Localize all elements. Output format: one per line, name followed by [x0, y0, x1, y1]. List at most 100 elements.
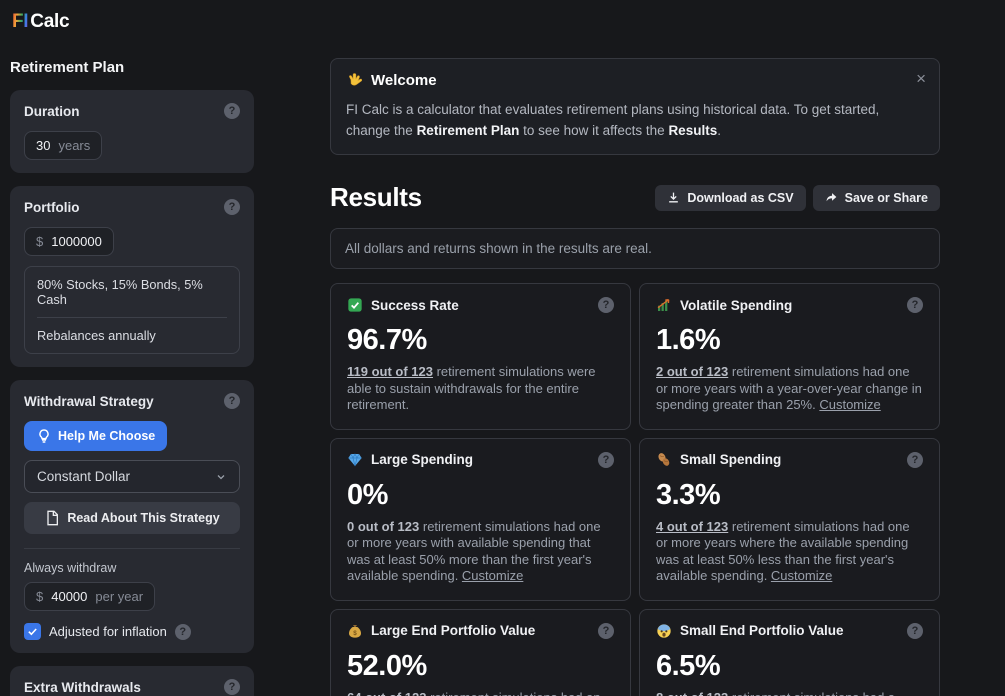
currency-prefix: $: [36, 589, 44, 604]
customize-link[interactable]: Customize: [461, 568, 524, 583]
help-me-choose-button[interactable]: Help Me Choose: [24, 421, 168, 451]
read-about-strategy-button[interactable]: Read About This Strategy: [24, 502, 240, 534]
card-percent: 1.6%: [656, 324, 721, 356]
portfolio-amount-input[interactable]: $ 1000000: [24, 227, 114, 256]
help-icon[interactable]: ?: [224, 679, 240, 695]
stat-link[interactable]: 119 out of 123: [347, 364, 433, 379]
results-cards-grid: Success Rate ? 96.7% 119 out of 123 reti…: [330, 283, 940, 696]
duration-input[interactable]: 30 years: [24, 131, 103, 160]
welcome-banner: Welcome × FI Calc is a calculator that e…: [330, 58, 940, 155]
inflation-checkbox[interactable]: [24, 623, 41, 640]
card-title: Small End Portfolio Value: [680, 623, 844, 638]
card-description: 2 out of 123 retirement simulations had …: [656, 364, 922, 412]
allocation-summary[interactable]: 80% Stocks, 15% Bonds, 5% Cash: [37, 277, 203, 307]
inflation-label: Adjusted for inflation: [49, 624, 167, 639]
withdrawal-amount-input[interactable]: $ 40000 per year: [24, 582, 156, 611]
strategy-select[interactable]: Constant Dollar: [24, 460, 240, 493]
card-title: Success Rate: [371, 297, 459, 313]
card-title: Large Spending: [371, 452, 474, 467]
card-description: 64 out of 123 retirement simulations had…: [347, 690, 614, 696]
svg-text:$: $: [353, 630, 357, 637]
help-icon[interactable]: ?: [598, 622, 614, 639]
retirement-plan-sidebar: Retirement Plan Duration ? 30 years Port…: [10, 59, 254, 696]
chevron-down-icon: [217, 474, 225, 479]
card-description: 4 out of 123 retirement simulations had …: [656, 518, 910, 584]
help-icon[interactable]: ?: [598, 297, 614, 313]
duration-value[interactable]: 30: [36, 138, 51, 153]
always-withdraw-label: Always withdraw: [24, 561, 117, 575]
close-icon[interactable]: ×: [916, 69, 926, 88]
card-description: 0 out of 123 retirement simulations had …: [347, 518, 601, 584]
stat-text: 0 out of 123: [347, 518, 420, 534]
extra-withdrawals-label: Extra Withdrawals: [24, 679, 141, 695]
card-percent: 96.7%: [347, 324, 427, 356]
fearful-face-icon: [657, 623, 671, 638]
help-icon[interactable]: ?: [598, 451, 614, 468]
read-about-strategy-label: Read About This Strategy: [67, 511, 220, 525]
gem-icon: [348, 452, 362, 466]
currency-prefix: $: [36, 234, 44, 249]
extra-withdrawals-card: Extra Withdrawals ? + Add Extra Withdraw…: [10, 666, 254, 696]
portfolio-allocation-box[interactable]: 80% Stocks, 15% Bonds, 5% Cash Rebalance…: [24, 266, 240, 354]
card-percent: 6.5%: [656, 649, 721, 682]
download-csv-button[interactable]: Download as CSV: [655, 184, 806, 211]
volatile-spending-card: Volatile Spending ? 1.6% 2 out of 123 re…: [639, 283, 940, 430]
lightbulb-icon: [39, 429, 49, 443]
welcome-title: Welcome: [371, 72, 437, 89]
stat-link[interactable]: 2 out of 123: [656, 364, 729, 379]
customize-link[interactable]: Customize: [770, 568, 833, 583]
logo-calc: Calc: [30, 11, 70, 32]
help-icon[interactable]: ?: [224, 103, 240, 119]
portfolio-amount-value[interactable]: 1000000: [51, 234, 102, 249]
help-icon[interactable]: ?: [907, 622, 923, 639]
success-rate-card: Success Rate ? 96.7% 119 out of 123 reti…: [330, 283, 631, 430]
help-icon[interactable]: ?: [907, 451, 923, 468]
per-year-suffix: per year: [95, 589, 144, 604]
help-icon[interactable]: ?: [224, 199, 240, 215]
main-content: Welcome × FI Calc is a calculator that e…: [330, 58, 940, 696]
card-description: 119 out of 123 retirement simulations we…: [347, 364, 596, 412]
check-badge-icon: [348, 298, 362, 312]
card-title: Large End Portfolio Value: [371, 623, 536, 638]
card-percent: 52.0%: [347, 649, 427, 682]
results-note: All dollars and returns shown in the res…: [330, 228, 940, 269]
stat-link[interactable]: 64 out of 123: [347, 690, 426, 696]
help-icon[interactable]: ?: [174, 623, 191, 640]
save-or-share-button[interactable]: Save or Share: [812, 184, 940, 211]
welcome-text: FI Calc is a calculator that evaluates r…: [346, 102, 880, 138]
money-bag-icon: $: [349, 624, 361, 638]
large-spending-card: Large Spending ? 0% 0 out of 123 retirem…: [330, 437, 631, 601]
help-me-choose-label: Help Me Choose: [58, 429, 156, 443]
card-percent: 0%: [347, 478, 388, 511]
results-title: Results: [330, 182, 422, 212]
rebalance-summary[interactable]: Rebalances annually: [37, 328, 156, 343]
document-icon: [47, 510, 59, 526]
large-end-portfolio-card: $ Large End Portfolio Value ? 52.0% 64 o…: [330, 608, 631, 696]
help-icon[interactable]: ?: [907, 297, 923, 313]
withdrawal-strategy-label: Withdrawal Strategy: [24, 393, 154, 409]
card-title: Small Spending: [680, 452, 782, 467]
share-icon: [826, 193, 836, 202]
duration-suffix: years: [58, 138, 91, 153]
logo-fi: FI: [12, 11, 29, 32]
withdrawal-amount-value[interactable]: 40000: [51, 589, 88, 604]
duration-card: Duration ? 30 years: [10, 90, 254, 173]
stat-link[interactable]: 8 out of 123: [656, 690, 728, 696]
waving-hand-icon: [349, 73, 363, 86]
small-spending-card: Small Spending ? 3.3% 4 out of 123 retir…: [639, 437, 940, 601]
sidebar-title: Retirement Plan: [10, 59, 125, 76]
duration-label: Duration: [24, 103, 80, 119]
divider: [37, 317, 227, 318]
chart-increasing-icon: [657, 299, 670, 311]
portfolio-label: Portfolio: [24, 199, 80, 215]
app-logo[interactable]: FI Calc: [12, 11, 70, 33]
customize-link[interactable]: Customize: [819, 397, 881, 412]
stat-link[interactable]: 4 out of 123: [656, 518, 729, 534]
peanuts-icon: [658, 452, 670, 466]
card-title: Volatile Spending: [680, 297, 793, 313]
help-icon[interactable]: ?: [224, 393, 240, 409]
portfolio-card: Portfolio ? $ 1000000 80% Stocks, 15% Bo…: [10, 186, 254, 367]
card-description: 8 out of 123 retirement simulations had …: [656, 690, 923, 696]
withdrawal-strategy-card: Withdrawal Strategy ? Help Me Choose Con…: [10, 380, 254, 653]
small-end-portfolio-card: Small End Portfolio Value ? 6.5% 8 out o…: [639, 608, 940, 696]
